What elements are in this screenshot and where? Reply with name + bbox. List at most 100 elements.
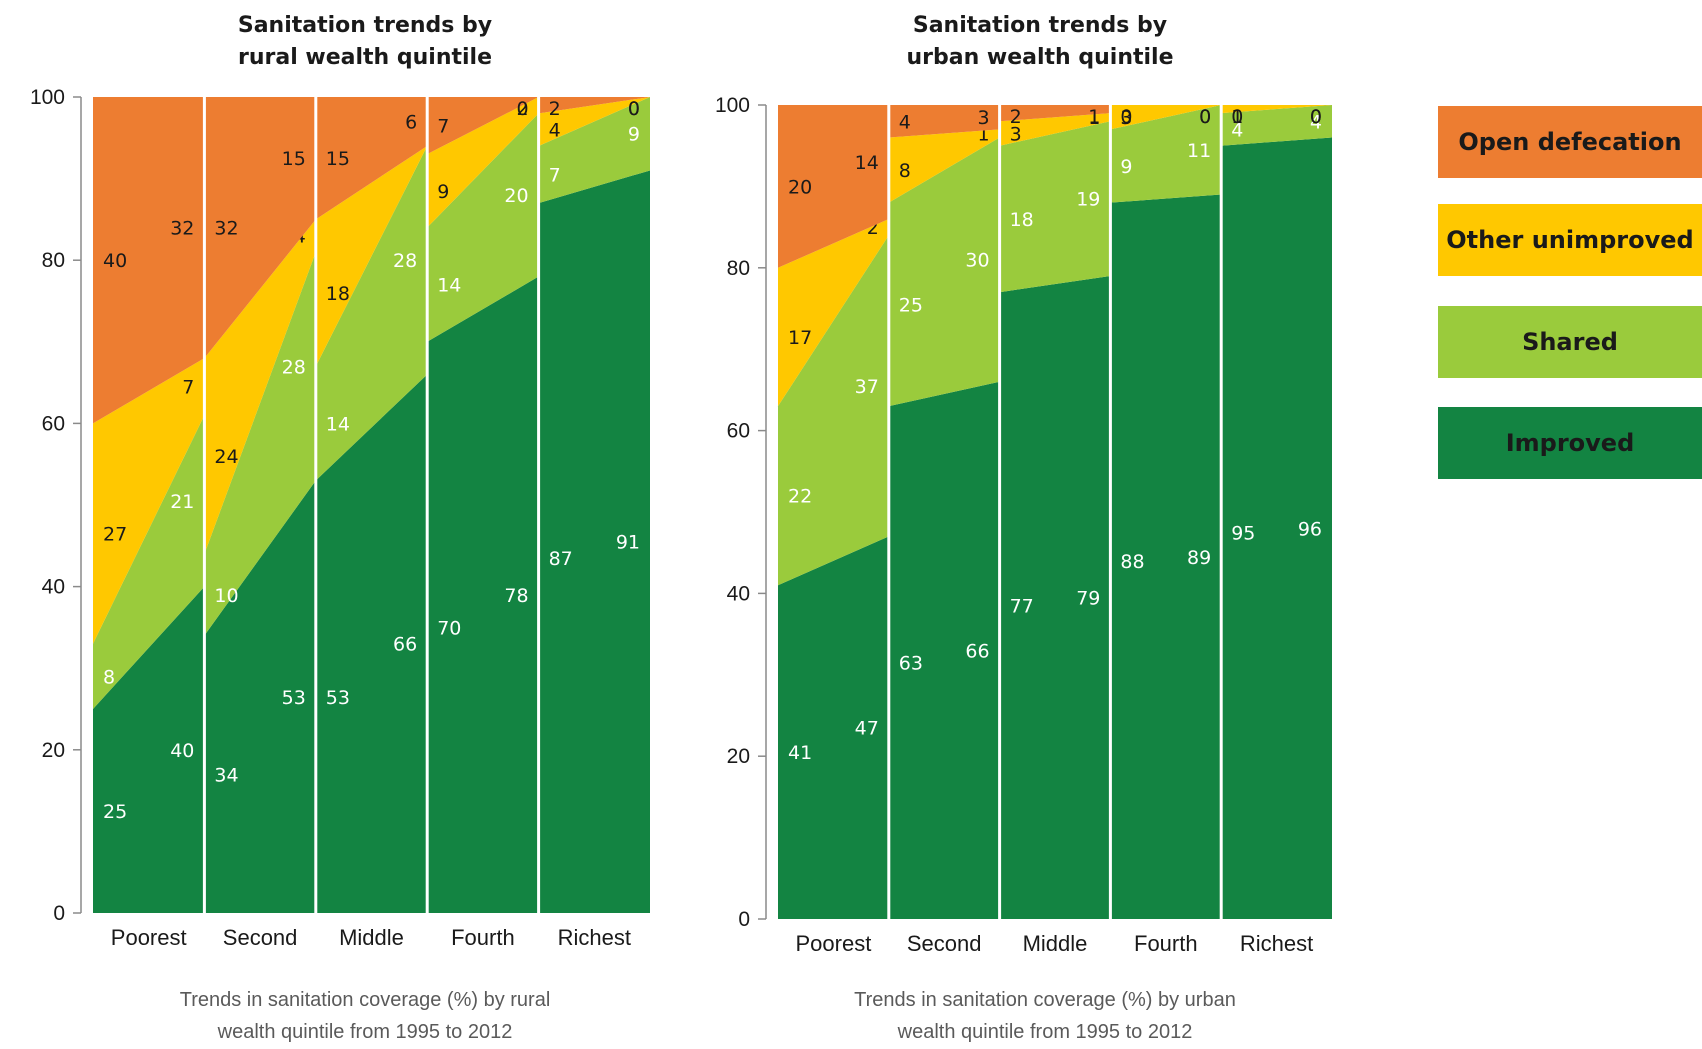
data-label: 22 bbox=[788, 486, 812, 508]
data-label: 19 bbox=[1076, 189, 1100, 211]
data-label: 11 bbox=[1187, 140, 1211, 162]
legend-other-unimproved: Other unimproved bbox=[1438, 204, 1702, 276]
data-label: 88 bbox=[1120, 551, 1144, 573]
x-tick-label: Middle bbox=[339, 925, 404, 950]
data-label: 47 bbox=[855, 718, 879, 740]
y-tick-label: 0 bbox=[53, 902, 65, 925]
other-unimproved-area bbox=[93, 358, 205, 644]
data-label: 3 bbox=[1120, 107, 1132, 129]
data-label: 17 bbox=[788, 327, 812, 349]
data-label: 8 bbox=[899, 160, 911, 182]
data-label: 20 bbox=[504, 185, 528, 207]
data-label: 25 bbox=[899, 294, 923, 316]
x-tick-label: Richest bbox=[558, 925, 631, 950]
shared-area bbox=[999, 121, 1111, 293]
shared-area bbox=[204, 252, 316, 636]
data-label: 15 bbox=[282, 148, 306, 170]
data-label: 41 bbox=[788, 742, 812, 764]
urban-chart-caption: Trends in sanitation coverage (%) by urb… bbox=[854, 989, 1236, 1043]
data-label: 7 bbox=[182, 377, 194, 399]
other-unimproved-area bbox=[1110, 105, 1222, 130]
data-label: 2 bbox=[549, 98, 561, 120]
data-label: 34 bbox=[214, 764, 238, 786]
data-label: 91 bbox=[616, 532, 640, 554]
x-tick-label: Middle bbox=[1023, 931, 1088, 956]
urban-chart: 020406080100414722371722014Poorest636625… bbox=[715, 94, 1332, 956]
x-tick-label: Fourth bbox=[451, 925, 515, 950]
data-label: 6 bbox=[405, 111, 417, 133]
shared-area bbox=[1110, 105, 1222, 203]
x-tick-label: Richest bbox=[1240, 931, 1313, 956]
data-label: 1 bbox=[1088, 106, 1100, 128]
data-label: 40 bbox=[103, 250, 127, 272]
data-label: 79 bbox=[1076, 587, 1100, 609]
data-label: 8 bbox=[103, 666, 115, 688]
data-label: 2 bbox=[1010, 106, 1022, 128]
other-unimproved-area bbox=[778, 218, 889, 407]
improved-area bbox=[1221, 137, 1332, 919]
data-label: 66 bbox=[965, 640, 989, 662]
data-label: 30 bbox=[965, 250, 989, 272]
y-tick-label: 20 bbox=[42, 739, 65, 762]
improved-area bbox=[888, 381, 1000, 919]
y-tick-label: 60 bbox=[727, 420, 750, 443]
improved-area bbox=[204, 480, 316, 913]
other-unimproved-area bbox=[204, 219, 316, 554]
open-defecation-area bbox=[427, 97, 539, 155]
data-label: 3 bbox=[978, 107, 990, 129]
data-label: 53 bbox=[282, 687, 306, 709]
data-label: 25 bbox=[103, 801, 127, 823]
data-label: 14 bbox=[855, 152, 879, 174]
y-tick-label: 100 bbox=[30, 86, 65, 109]
data-label: 66 bbox=[393, 634, 417, 656]
open-defecation-area bbox=[204, 97, 316, 359]
x-tick-label: Second bbox=[223, 925, 298, 950]
rural-chart-caption: Trends in sanitation coverage (%) by rur… bbox=[179, 989, 551, 1043]
improved-area bbox=[538, 170, 650, 913]
data-label: 4 bbox=[549, 120, 561, 142]
y-tick-label: 80 bbox=[727, 257, 750, 280]
legend-label: Improved bbox=[1505, 429, 1635, 457]
shared-area bbox=[778, 235, 889, 586]
shared-area bbox=[538, 97, 650, 204]
data-label: 7 bbox=[437, 116, 449, 138]
data-label: 89 bbox=[1187, 547, 1211, 569]
data-label: 15 bbox=[326, 148, 350, 170]
y-tick-label: 60 bbox=[42, 412, 65, 435]
data-label: 14 bbox=[326, 413, 350, 435]
legend-label: Shared bbox=[1522, 328, 1618, 356]
data-label: 9 bbox=[628, 124, 640, 146]
other-unimproved-area bbox=[427, 97, 539, 228]
shared-area bbox=[1221, 105, 1332, 146]
data-label: 0 bbox=[1199, 106, 1211, 128]
improved-area bbox=[427, 276, 539, 913]
other-unimproved-area bbox=[999, 113, 1111, 146]
y-tick-label: 40 bbox=[42, 576, 65, 599]
improved-area bbox=[999, 275, 1111, 919]
data-label: 0 bbox=[1199, 106, 1211, 128]
data-label: 1 bbox=[1231, 106, 1243, 128]
data-label: 63 bbox=[899, 653, 923, 675]
data-label: 53 bbox=[326, 687, 350, 709]
x-tick-label: Poorest bbox=[795, 931, 871, 956]
legend-shared: Shared bbox=[1438, 306, 1702, 378]
improved-area bbox=[93, 586, 205, 913]
data-label: 14 bbox=[437, 275, 461, 297]
open-defecation-area bbox=[778, 105, 889, 268]
data-label: 4 bbox=[899, 111, 911, 133]
data-label: 21 bbox=[170, 491, 194, 513]
x-tick-label: Fourth bbox=[1134, 931, 1198, 956]
legend-label: Other unimproved bbox=[1446, 226, 1694, 254]
data-label: 40 bbox=[170, 740, 194, 762]
urban-chart-title: Sanitation trends by urban wealth quinti… bbox=[906, 13, 1174, 70]
rural-chart: 02040608010025408212774032Poorest3453102… bbox=[30, 86, 650, 950]
data-label: 0 bbox=[517, 98, 529, 120]
rural-chart-title: Sanitation trends by rural wealth quinti… bbox=[237, 13, 493, 70]
other-unimproved-area bbox=[1221, 105, 1332, 114]
y-tick-label: 40 bbox=[727, 582, 750, 605]
y-tick-label: 20 bbox=[727, 745, 750, 768]
improved-area bbox=[315, 374, 428, 913]
open-defecation-area bbox=[93, 97, 205, 424]
data-label: 77 bbox=[1010, 596, 1034, 618]
data-label: 32 bbox=[214, 218, 238, 240]
